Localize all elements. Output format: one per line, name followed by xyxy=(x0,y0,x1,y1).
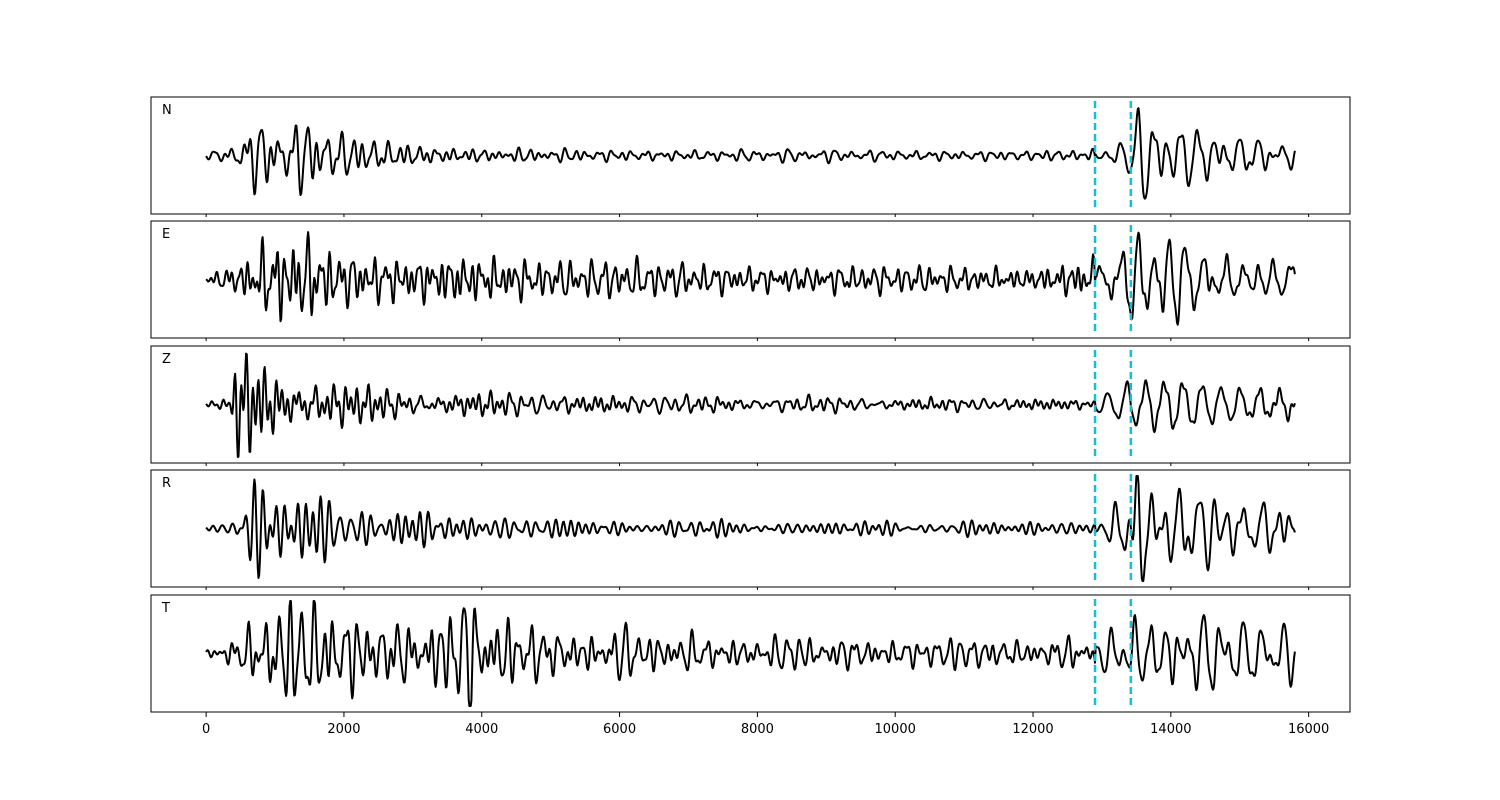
x-tick-label: 2000 xyxy=(327,722,360,737)
trace-line-e xyxy=(205,231,1296,326)
x-tick-label: 14000 xyxy=(1150,722,1191,737)
trace-line-t xyxy=(205,600,1296,707)
trace-panels: N E Z R T xyxy=(150,96,1351,713)
panel-frame xyxy=(150,594,1351,713)
trace-panel-r: R xyxy=(150,469,1351,590)
x-tick-label: 10000 xyxy=(875,722,916,737)
panel-frame xyxy=(150,345,1351,464)
panel-label-n: N xyxy=(162,103,172,118)
x-tick-label: 0 xyxy=(202,722,210,737)
x-tick-label: 12000 xyxy=(1012,722,1053,737)
trace-panel-e: E xyxy=(150,220,1351,341)
x-tick-label: 16000 xyxy=(1288,722,1329,737)
panel-frame xyxy=(150,469,1351,588)
trace-line-r xyxy=(205,475,1296,582)
trace-panel-z: Z xyxy=(150,345,1351,466)
x-tick-label: 6000 xyxy=(603,722,636,737)
x-axis: 0 2000 4000 6000 8000 10000 12000 14000 16000 xyxy=(202,712,1329,737)
trace-line-n xyxy=(205,107,1296,200)
panel-label-t: T xyxy=(161,601,170,616)
x-tick-label: 4000 xyxy=(465,722,498,737)
panel-label-z: Z xyxy=(162,352,171,367)
panel-label-r: R xyxy=(162,476,171,491)
trace-panel-n: N xyxy=(150,96,1351,217)
panel-label-e: E xyxy=(162,227,170,242)
trace-panel-t: T xyxy=(150,594,1351,713)
panel-frame xyxy=(150,220,1351,339)
trace-line-z xyxy=(205,352,1296,458)
panel-frame xyxy=(150,96,1351,215)
x-tick-label: 8000 xyxy=(741,722,774,737)
